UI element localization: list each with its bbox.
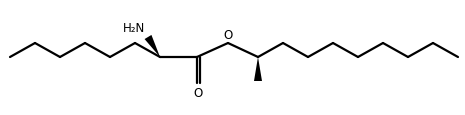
Polygon shape	[254, 58, 262, 81]
Text: O: O	[193, 86, 203, 99]
Polygon shape	[145, 36, 160, 58]
Text: O: O	[223, 29, 232, 42]
Text: H₂N: H₂N	[123, 22, 145, 35]
